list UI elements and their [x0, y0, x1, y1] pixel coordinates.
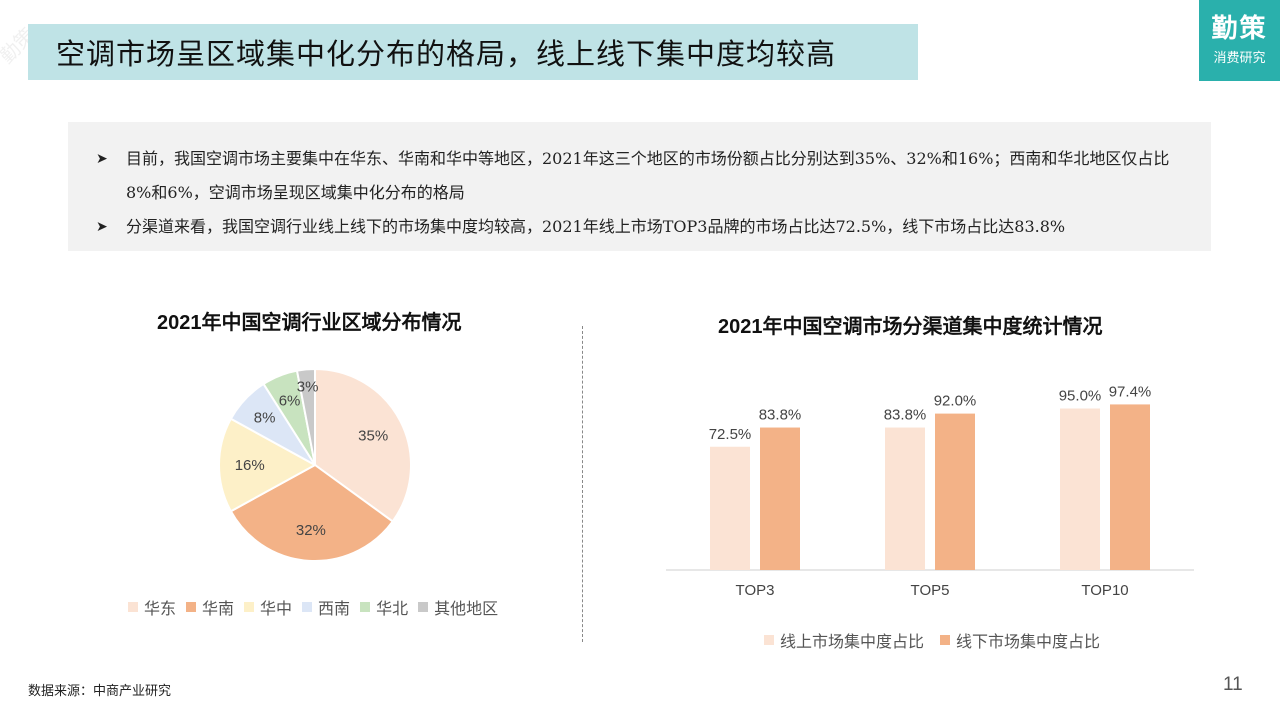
summary-bullet-1: ➤ 目前，我国空调市场主要集中在华东、华南和华中等地区，2021年这三个地区的市…	[96, 142, 1183, 210]
legend-label: 线上市场集中度占比	[780, 632, 925, 651]
pie-legend-item: 华北	[360, 595, 408, 619]
summary-bullet-2: ➤ 分渠道来看，我国空调行业线上线下的市场集中度均较高，2021年线上市场TOP…	[96, 210, 1183, 244]
legend-swatch	[128, 602, 138, 612]
page-title: 空调市场呈区域集中化分布的格局，线上线下集中度均较高	[56, 37, 837, 71]
pie-legend-item: 华东	[128, 595, 176, 619]
bar-legend-item: 线上市场集中度占比	[764, 628, 924, 652]
pie-slice-华东	[314, 367, 412, 523]
bar-TOP10-online	[1060, 408, 1100, 570]
pie-data-label: 3%	[297, 379, 319, 396]
pie-legend-item: 华中	[244, 595, 292, 619]
logo-main-text: 勤策	[1211, 14, 1268, 44]
bar-TOP3-offline	[760, 427, 800, 570]
bar-chart-title: 2021年中国空调市场分渠道集中度统计情况	[718, 316, 1103, 338]
summary-bullet-text: 分渠道来看，我国空调行业线上线下的市场集中度均较高，2021年线上市场TOP3品…	[126, 217, 1066, 236]
bar-chart: 72.5% 83.8% TOP3 83.8% 92.0% TOP5 95.0% 97.4% TO…	[666, 383, 1194, 599]
pie-chart: 35% 32% 16% 8%6%3%	[218, 367, 412, 562]
page-number: 11	[1223, 674, 1243, 695]
legend-label: 西南	[318, 599, 351, 618]
pie-legend-item: 西南	[302, 595, 350, 619]
legend-label: 华东	[144, 599, 177, 618]
pie-data-label: 6%	[279, 393, 301, 410]
pie-slice-华南	[229, 463, 395, 562]
summary-box: ➤ 目前，我国空调市场主要集中在华东、华南和华中等地区，2021年这三个地区的市…	[68, 122, 1211, 251]
x-tick-label: TOP5	[911, 582, 950, 599]
x-tick-label: TOP3	[736, 582, 775, 599]
pie-legend-item: 其他地区	[418, 595, 498, 619]
legend-swatch	[302, 602, 313, 612]
bar-data-label: 97.4%	[1109, 383, 1152, 400]
bar-data-label: 72.5%	[709, 426, 752, 443]
legend-label: 华北	[376, 599, 409, 618]
bar-TOP3-online	[710, 446, 750, 570]
legend-swatch	[186, 602, 197, 612]
bar-TOP10-offline	[1110, 404, 1150, 570]
x-tick-label: TOP10	[1081, 582, 1128, 599]
bar-legend-item: 线下市场集中度占比	[940, 628, 1100, 652]
legend-swatch	[940, 635, 951, 645]
bar-data-label: 95.0%	[1059, 388, 1102, 405]
pie-slice-华中	[218, 417, 318, 513]
legend-swatch	[418, 602, 429, 612]
bar-TOP5-online	[885, 427, 925, 570]
legend-swatch	[244, 602, 255, 612]
pie-chart-title: 2021年中国空调行业区域分布情况	[157, 312, 462, 334]
bar-TOP5-offline	[935, 413, 975, 570]
pie-legend: 华东 华南 华中 西南 华北 其他地区	[128, 595, 508, 619]
pie-slice-其他地区	[295, 367, 316, 466]
pie-data-label: 16%	[235, 457, 265, 474]
bar-data-label: 83.8%	[884, 407, 927, 424]
pie-data-label: 35%	[358, 427, 388, 444]
brand-logo: 勤策 消费研究	[1199, 0, 1280, 81]
title-banner: 空调市场呈区域集中化分布的格局，线上线下集中度均较高	[28, 24, 918, 80]
arrow-bullet-icon: ➤	[96, 151, 108, 167]
summary-bullet-text: 目前，我国空调市场主要集中在华东、华南和华中等地区，2021年这三个地区的市场份…	[126, 149, 1170, 202]
pie-legend-item: 华南	[186, 595, 234, 619]
legend-label: 线下市场集中度占比	[956, 632, 1101, 651]
legend-swatch	[360, 602, 371, 612]
legend-label: 华中	[260, 599, 293, 618]
bar-data-label: 83.8%	[759, 407, 802, 424]
arrow-bullet-icon: ➤	[96, 219, 108, 235]
logo-sub-text: 消费研究	[1213, 50, 1266, 65]
data-source-note: 数据来源：中商产业研究	[28, 684, 172, 699]
bar-data-label: 92.0%	[934, 393, 977, 410]
chart-divider	[582, 326, 583, 642]
legend-swatch	[764, 635, 774, 645]
pie-data-label: 32%	[296, 522, 326, 539]
bar-legend: 线上市场集中度占比 线下市场集中度占比	[764, 628, 1116, 652]
legend-label: 华南	[202, 599, 235, 618]
legend-label: 其他地区	[434, 599, 499, 618]
pie-data-label: 8%	[254, 410, 276, 427]
